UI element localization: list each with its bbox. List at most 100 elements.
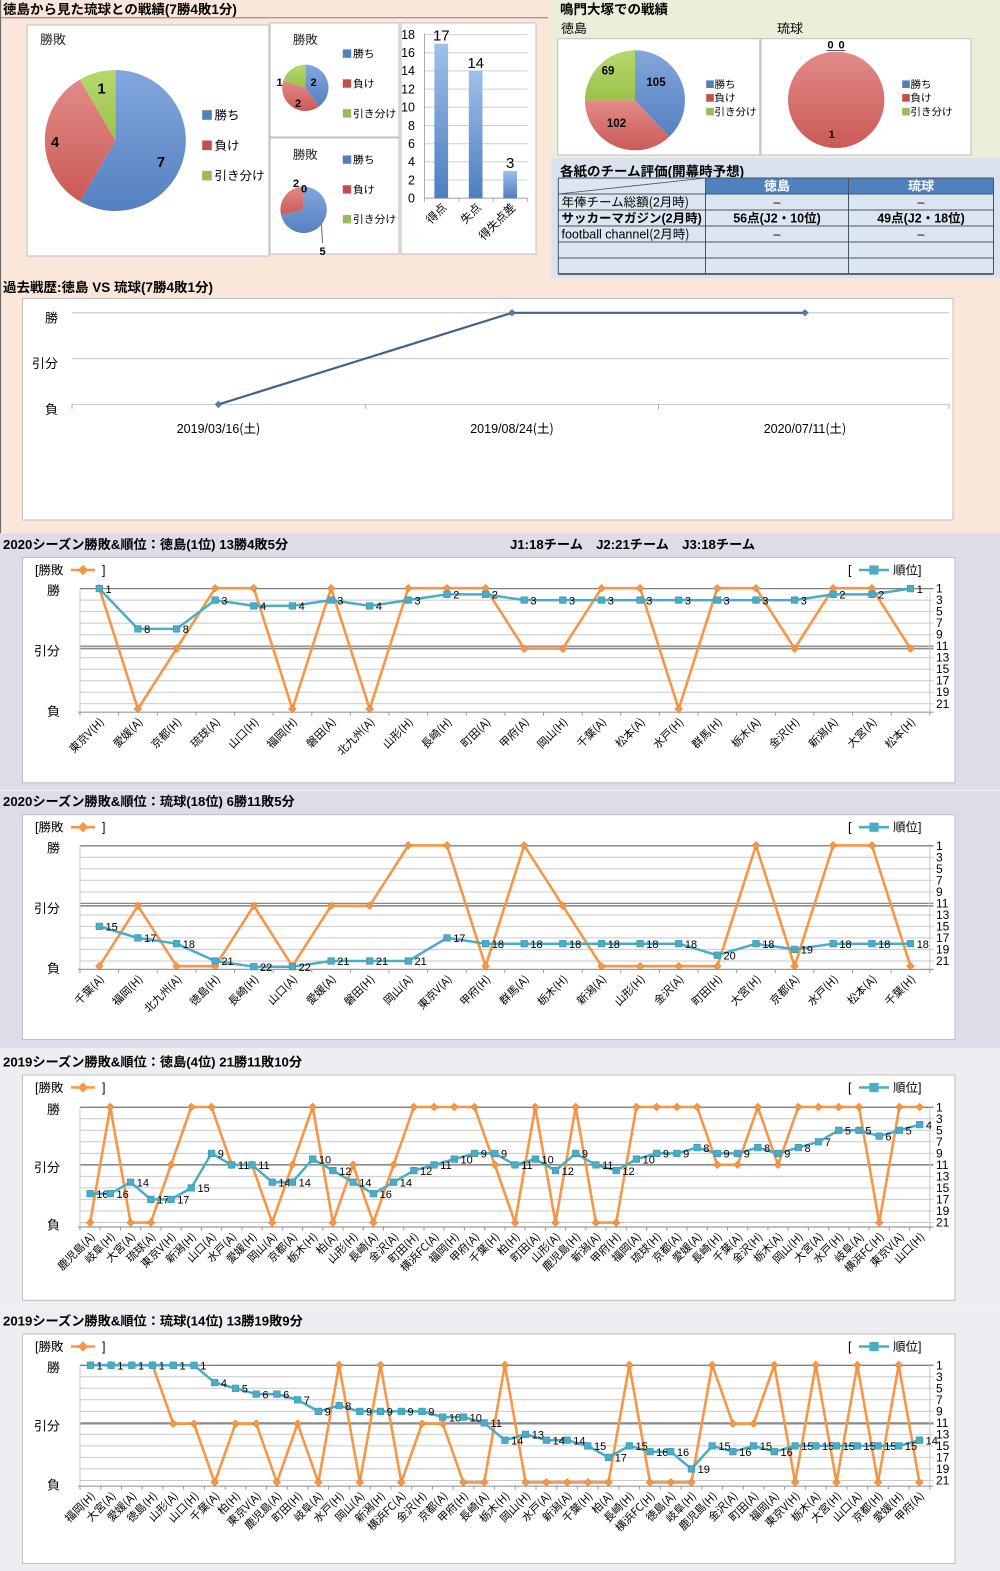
svg-text:2: 2 [492, 587, 498, 603]
svg-text:引き分け: 引き分け [353, 211, 396, 227]
svg-text:13: 13 [936, 1425, 950, 1442]
svg-text:9: 9 [481, 1146, 487, 1162]
svg-text:56点(J2・10位): 56点(J2・10位) [733, 208, 821, 227]
svg-text:11: 11 [936, 1414, 949, 1431]
svg-text:7: 7 [157, 151, 165, 172]
svg-text:1: 1 [936, 1356, 943, 1373]
svg-text:5: 5 [906, 1123, 912, 1139]
svg-text:3: 3 [221, 592, 227, 608]
svg-text:[勝敗: [勝敗 [35, 1077, 64, 1096]
svg-text:4: 4 [221, 1375, 227, 1391]
svg-text:14: 14 [553, 1432, 565, 1448]
svg-text:0: 0 [408, 188, 415, 207]
svg-text:11: 11 [936, 1156, 949, 1173]
svg-text:過去戦歴:徳島 VS 琉球(7勝4敗1分): 過去戦歴:徳島 VS 琉球(7勝4敗1分) [3, 276, 213, 296]
svg-text:11: 11 [238, 1157, 249, 1173]
svg-text:10: 10 [461, 1151, 473, 1167]
svg-text:引分: 引分 [34, 641, 60, 660]
svg-text:勝ち: 勝ち [715, 77, 736, 92]
svg-text:2: 2 [293, 175, 299, 191]
svg-text:15: 15 [636, 1438, 648, 1454]
svg-text:–: – [918, 224, 925, 243]
svg-text:12: 12 [339, 1163, 351, 1179]
svg-text:21: 21 [936, 1214, 950, 1231]
svg-text:徳島: 徳島 [764, 176, 790, 195]
svg-text:年俸チーム総額(2月時): 年俸チーム総額(2月時) [562, 192, 690, 211]
svg-text:7: 7 [936, 614, 943, 631]
svg-text:]: ] [102, 1077, 105, 1096]
svg-text:6: 6 [408, 133, 415, 152]
svg-text:11: 11 [602, 1157, 613, 1173]
svg-text:–: – [918, 192, 925, 211]
svg-text:1: 1 [180, 1358, 186, 1374]
svg-text:10: 10 [401, 97, 415, 116]
svg-text:19: 19 [936, 1460, 950, 1477]
svg-text:8: 8 [345, 1398, 351, 1414]
svg-text:負: 負 [47, 701, 60, 720]
svg-text:負け: 負け [911, 91, 932, 106]
svg-text:21: 21 [376, 953, 388, 969]
svg-text:2019シーズン勝敗&順位：徳島(4位) 21勝11敗10分: 2019シーズン勝敗&順位：徳島(4位) 21勝11敗10分 [3, 1052, 302, 1071]
svg-text:1: 1 [97, 78, 105, 99]
svg-text:[勝敗: [勝敗 [35, 560, 64, 579]
svg-text:9: 9 [663, 1146, 669, 1162]
svg-text:14: 14 [278, 1174, 290, 1190]
svg-text:2020シーズン勝敗&順位：琉球(18位) 6勝11敗5分: 2020シーズン勝敗&順位：琉球(18位) 6勝11敗5分 [3, 791, 295, 810]
svg-text:9: 9 [683, 1146, 689, 1162]
svg-text:15: 15 [198, 1180, 210, 1196]
svg-text:順位]: 順位] [893, 560, 921, 579]
svg-text:15: 15 [718, 1438, 730, 1454]
svg-text:0: 0 [827, 37, 833, 53]
svg-text:14: 14 [400, 1174, 412, 1190]
svg-text:16: 16 [401, 42, 415, 61]
svg-text:[勝敗: [勝敗 [35, 1336, 64, 1355]
svg-text:14: 14 [926, 1432, 938, 1448]
svg-text:18: 18 [685, 936, 697, 952]
svg-text:16: 16 [117, 1186, 129, 1202]
svg-text:9: 9 [408, 1404, 414, 1420]
svg-text:15: 15 [936, 1437, 950, 1454]
svg-text:5: 5 [936, 860, 943, 877]
svg-text:2: 2 [453, 587, 459, 603]
svg-text:負け: 負け [215, 135, 240, 154]
svg-text:102: 102 [607, 115, 626, 131]
svg-text:2020シーズン勝敗&順位：徳島(1位) 13勝4敗5分: 2020シーズン勝敗&順位：徳島(1位) 13勝4敗5分 [3, 534, 288, 553]
svg-text:順位]: 順位] [893, 817, 921, 836]
svg-text:勝敗: 勝敗 [293, 29, 319, 48]
svg-text:9: 9 [218, 1146, 224, 1162]
svg-text:7: 7 [825, 1134, 831, 1150]
svg-text:17: 17 [936, 1190, 950, 1207]
svg-text:14: 14 [359, 1174, 371, 1190]
svg-text:3: 3 [646, 592, 652, 608]
svg-text:18: 18 [762, 936, 774, 952]
svg-text:3: 3 [415, 592, 421, 608]
svg-text:3: 3 [337, 592, 343, 608]
svg-text:1: 1 [159, 1358, 165, 1374]
svg-text:18: 18 [608, 936, 620, 952]
svg-text:勝敗: 勝敗 [293, 144, 319, 163]
svg-text:69: 69 [602, 63, 615, 79]
svg-text:18: 18 [569, 936, 581, 952]
svg-text:0: 0 [301, 181, 307, 197]
svg-text:10: 10 [643, 1151, 655, 1167]
svg-text:1: 1 [106, 581, 112, 597]
svg-text:1: 1 [117, 1358, 123, 1374]
svg-text:3: 3 [936, 591, 943, 608]
svg-text:17: 17 [936, 1448, 950, 1465]
svg-text:1: 1 [97, 1358, 103, 1374]
svg-text:4: 4 [408, 151, 415, 170]
svg-text:3: 3 [506, 152, 514, 173]
svg-text:6: 6 [885, 1128, 891, 1144]
svg-text:8: 8 [144, 621, 150, 637]
svg-text:14: 14 [299, 1174, 311, 1190]
svg-text:3: 3 [569, 592, 575, 608]
svg-text:105: 105 [646, 74, 666, 90]
svg-text:15: 15 [801, 1438, 813, 1454]
svg-text:21: 21 [221, 953, 233, 969]
svg-text:引き分け: 引き分け [215, 165, 265, 184]
svg-text:1: 1 [276, 74, 282, 90]
svg-text:10: 10 [319, 1151, 331, 1167]
svg-text:11: 11 [936, 637, 949, 654]
svg-text:各紙のチーム評価(開幕時予想): 各紙のチーム評価(開幕時予想) [560, 160, 744, 180]
svg-text:19: 19 [936, 1202, 950, 1219]
